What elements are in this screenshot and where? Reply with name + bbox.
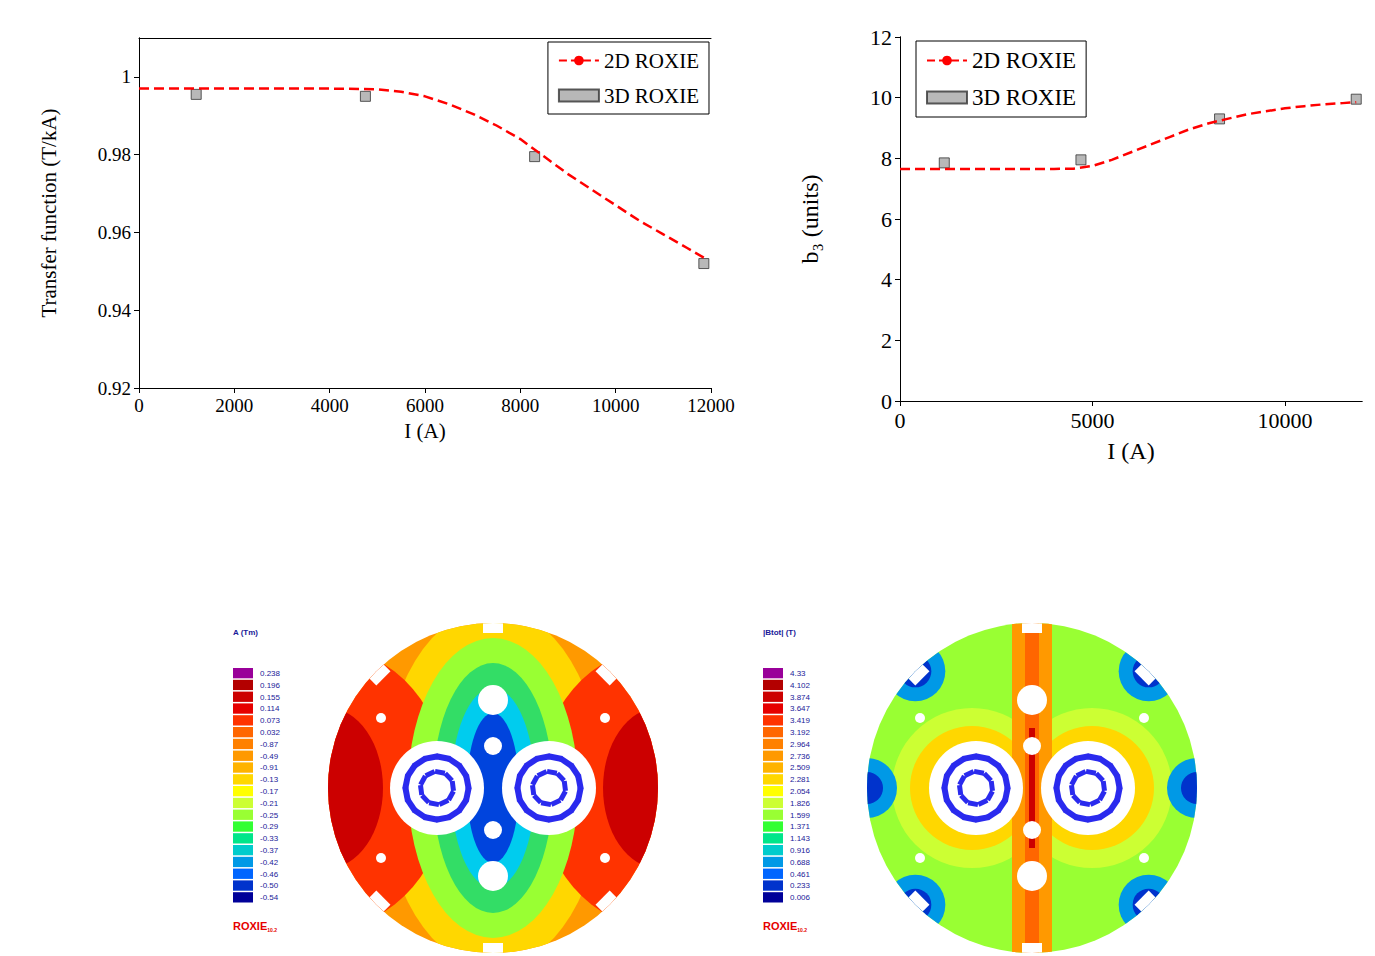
- svg-text:-0.29: -0.29: [260, 822, 279, 831]
- svg-text:0: 0: [895, 408, 906, 433]
- svg-text:2.964: 2.964: [790, 740, 811, 749]
- svg-text:6: 6: [881, 207, 892, 232]
- svg-text:0.238: 0.238: [260, 669, 281, 678]
- svg-text:1.599: 1.599: [790, 811, 811, 820]
- svg-text:2D ROXIE: 2D ROXIE: [972, 48, 1076, 73]
- svg-text:3.192: 3.192: [790, 728, 811, 737]
- svg-text:12000: 12000: [687, 395, 735, 416]
- svg-text:-0.13: -0.13: [260, 775, 279, 784]
- svg-text:0.032: 0.032: [260, 728, 281, 737]
- svg-text:0.114: 0.114: [260, 704, 280, 713]
- svg-text:0.233: 0.233: [790, 881, 811, 890]
- svg-text:0: 0: [881, 389, 892, 414]
- svg-text:2.736: 2.736: [790, 752, 811, 761]
- svg-text:3D ROXIE: 3D ROXIE: [604, 84, 699, 108]
- svg-text:|Btot| (T): |Btot| (T): [763, 628, 796, 637]
- svg-text:ROXIE10.2: ROXIE10.2: [233, 920, 277, 933]
- svg-text:2000: 2000: [215, 395, 253, 416]
- svg-text:8000: 8000: [501, 395, 539, 416]
- svg-text:0.92: 0.92: [98, 378, 131, 399]
- svg-text:2.509: 2.509: [790, 763, 811, 772]
- svg-text:0.073: 0.073: [260, 716, 281, 725]
- svg-text:2D ROXIE: 2D ROXIE: [604, 49, 699, 73]
- svg-text:-0.33: -0.33: [260, 834, 279, 843]
- svg-text:4.33: 4.33: [790, 669, 806, 678]
- svg-text:0: 0: [134, 395, 144, 416]
- svg-text:2.054: 2.054: [790, 787, 811, 796]
- svg-text:Transfer function (T/kA): Transfer function (T/kA): [37, 108, 61, 317]
- svg-text:4000: 4000: [311, 395, 349, 416]
- svg-text:-0.37: -0.37: [260, 846, 279, 855]
- svg-text:10000: 10000: [1258, 408, 1313, 433]
- svg-text:0.688: 0.688: [790, 858, 811, 867]
- svg-text:10: 10: [870, 85, 892, 110]
- svg-text:0.916: 0.916: [790, 846, 811, 855]
- svg-text:A (Tm): A (Tm): [233, 628, 258, 637]
- svg-text:1.371: 1.371: [790, 822, 811, 831]
- svg-text:3.874: 3.874: [790, 693, 811, 702]
- svg-text:3.419: 3.419: [790, 716, 811, 725]
- svg-text:b₃ (units): b₃ (units): [797, 174, 823, 263]
- svg-text:2.281: 2.281: [790, 775, 811, 784]
- svg-text:5000: 5000: [1071, 408, 1115, 433]
- svg-text:1: 1: [122, 66, 132, 87]
- svg-text:-0.25: -0.25: [260, 811, 279, 820]
- svg-text:0.196: 0.196: [260, 681, 281, 690]
- svg-text:-0.42: -0.42: [260, 858, 279, 867]
- svg-text:-0.49: -0.49: [260, 752, 279, 761]
- svg-text:4.102: 4.102: [790, 681, 811, 690]
- svg-text:0.94: 0.94: [98, 300, 132, 321]
- svg-text:10000: 10000: [592, 395, 640, 416]
- svg-text:8: 8: [881, 146, 892, 171]
- svg-text:0.461: 0.461: [790, 870, 811, 879]
- svg-text:0.155: 0.155: [260, 693, 281, 702]
- svg-text:-0.87: -0.87: [260, 740, 279, 749]
- svg-text:3.647: 3.647: [790, 704, 811, 713]
- svg-text:1.143: 1.143: [790, 834, 811, 843]
- svg-text:12: 12: [870, 25, 892, 50]
- svg-text:-0.17: -0.17: [260, 787, 279, 796]
- svg-text:3D ROXIE: 3D ROXIE: [972, 85, 1076, 110]
- svg-text:-0.21: -0.21: [260, 799, 279, 808]
- svg-text:6000: 6000: [406, 395, 444, 416]
- svg-text:0.98: 0.98: [98, 144, 131, 165]
- svg-text:0.006: 0.006: [790, 893, 811, 902]
- svg-text:ROXIE10.2: ROXIE10.2: [763, 920, 807, 933]
- svg-text:0.96: 0.96: [98, 222, 131, 243]
- svg-text:2: 2: [881, 328, 892, 353]
- svg-text:-0.54: -0.54: [260, 893, 279, 902]
- svg-text:-0.46: -0.46: [260, 870, 279, 879]
- svg-text:I (A): I (A): [1107, 438, 1154, 464]
- svg-text:-0.50: -0.50: [260, 881, 279, 890]
- svg-text:1.826: 1.826: [790, 799, 811, 808]
- svg-text:I (A): I (A): [404, 419, 445, 443]
- svg-text:4: 4: [881, 267, 892, 292]
- svg-text:-0.91: -0.91: [260, 763, 279, 772]
